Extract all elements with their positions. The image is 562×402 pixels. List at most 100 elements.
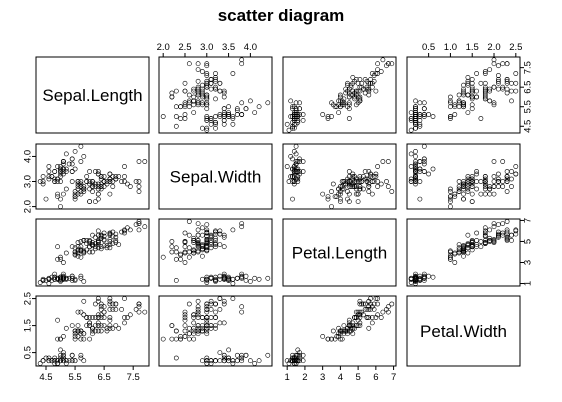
data-point [447,114,453,119]
data-point [239,221,245,226]
data-point [110,301,116,307]
data-point [58,169,63,174]
data-point [84,323,90,328]
data-point [119,306,124,312]
data-point [341,100,347,106]
data-point [101,237,107,243]
data-point [204,102,210,108]
data-point [213,84,218,90]
data-point [136,159,142,164]
data-point [378,69,384,74]
data-point [204,73,210,78]
data-point [81,189,87,194]
data-point [58,196,63,202]
data-point [465,189,471,194]
data-point [353,102,359,108]
data-point [290,166,295,172]
data-point [61,355,66,361]
panel-Petal.Width-vs-Petal.Width: Petal.Width [406,295,521,367]
data-point [61,358,66,364]
panel-Sepal.Width-vs-Petal.Width [406,143,521,210]
data-point [504,169,510,174]
data-point [221,94,227,100]
data-point [72,166,78,172]
data-point [195,100,201,106]
data-point [495,73,501,78]
data-point [359,84,365,90]
data-point [173,328,179,334]
data-point [256,358,262,364]
data-point [78,181,84,187]
data-point [293,100,299,106]
data-point [204,301,210,307]
data-point [101,309,107,315]
data-point [52,179,58,184]
data-point [509,232,514,238]
data-point [368,296,373,301]
data-point [509,184,514,189]
panel-Sepal.Length-vs-Sepal.Length: Sepal.Length [35,56,150,134]
data-point [78,179,84,184]
data-point [122,164,127,169]
data-point [178,116,183,121]
data-point [186,325,192,331]
data-point [208,121,214,127]
data-point [78,191,84,197]
x-axis-top-Petal.Width: 0.5 1.0 1.5 2.0 2.5 [422,42,522,58]
data-point [195,248,201,254]
data-point [452,251,458,257]
data-point [72,189,78,194]
data-point [217,231,223,237]
data-point [217,80,223,86]
data-point [217,276,223,282]
data-point [169,249,175,255]
data-point [413,114,418,119]
data-point [87,181,92,187]
data-point [284,358,290,364]
data-point [345,328,350,334]
data-point [469,88,475,94]
data-point [78,331,84,337]
data-point [204,280,210,285]
data-point [195,241,201,246]
data-point [90,328,95,334]
data-point [482,228,488,234]
data-point [239,304,245,310]
data-point [221,244,227,250]
data-point [37,360,43,366]
data-point [491,174,497,179]
data-point [93,315,98,320]
data-point [413,108,418,113]
data-point [364,315,370,320]
data-point [456,242,462,247]
data-point [336,110,341,115]
data-point [37,179,43,184]
data-point [295,114,301,119]
data-point [46,169,52,174]
data-point [61,161,66,167]
data-point [90,232,95,238]
data-point [239,358,245,364]
data-point [256,276,262,282]
data-point [495,179,501,184]
variable-label: Petal.Length [292,244,387,263]
data-point [385,309,391,315]
data-point [217,320,223,326]
data-point [368,306,373,312]
data-point [136,219,142,224]
data-point [482,179,488,184]
data-point [500,179,506,184]
data-point [208,301,214,307]
data-point [447,98,453,104]
data-point [385,184,391,189]
data-point [239,274,245,280]
data-point [217,350,223,355]
data-point [127,227,133,233]
data-point [293,159,299,164]
data-point [413,171,418,177]
data-point [360,312,366,318]
tick-label: 2.5 [23,292,34,305]
data-point [75,333,81,339]
data-point [252,360,258,366]
data-point [325,116,331,121]
